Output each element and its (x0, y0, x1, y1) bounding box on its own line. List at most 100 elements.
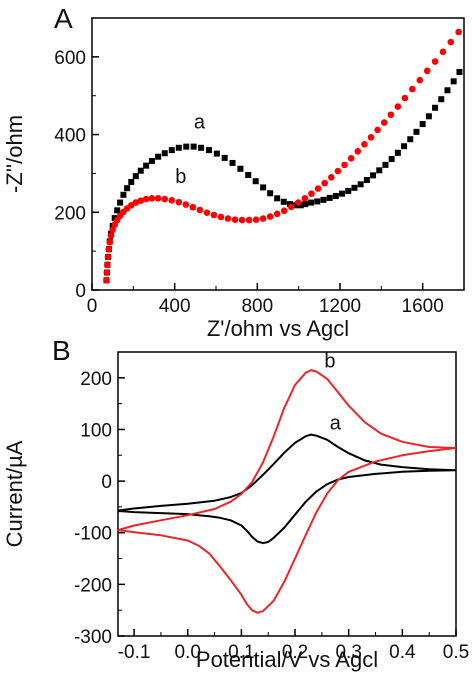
data-point (175, 198, 183, 206)
chart-panel-B: -0.1 0.0 0.1 0.2 0.3 0.4 0.5 -300 -200 -100 0 100 20… (2, 335, 469, 672)
y-tick-label: 200 (54, 203, 86, 224)
data-layer (103, 28, 463, 284)
data-point (363, 177, 370, 184)
data-point (334, 167, 342, 175)
data-point (439, 48, 447, 56)
data-point (332, 192, 339, 199)
y-tick-label: -100 (74, 524, 112, 545)
data-point (394, 149, 401, 156)
data-layer (118, 369, 456, 614)
panel-label: B (52, 335, 71, 366)
data-point (345, 187, 352, 194)
data-point (423, 67, 431, 75)
data-point (260, 184, 267, 191)
data-point (432, 104, 439, 111)
y-tick-label: 0 (101, 472, 112, 493)
data-point (198, 144, 205, 151)
data-point (339, 190, 346, 197)
data-point (308, 190, 315, 197)
data-point (431, 58, 439, 65)
y-tick-label: -300 (74, 627, 112, 648)
data-point (210, 211, 218, 219)
data-point (128, 178, 135, 185)
data-point (175, 144, 182, 151)
x-tick-label: 1200 (319, 296, 361, 317)
data-point (280, 198, 287, 205)
data-point (213, 150, 220, 157)
data-point (259, 215, 267, 222)
data-point (326, 194, 333, 201)
data-point (148, 194, 156, 202)
x-tick-label: -0.1 (118, 642, 151, 663)
series-a (103, 69, 463, 284)
chart-panel-A: 0 400 800 1200 1600 0 200 400 600 Z'/ohm vs Agcl -… (2, 3, 465, 341)
data-point (154, 194, 162, 202)
data-point (416, 76, 424, 84)
y-tick-label: 600 (54, 48, 86, 69)
series-line (118, 433, 456, 545)
data-point (273, 210, 281, 218)
data-point (388, 156, 395, 163)
data-point (444, 87, 451, 94)
x-tick-label: 0.5 (443, 642, 469, 663)
data-point (203, 209, 211, 216)
data-point (407, 136, 414, 143)
data-point (132, 173, 139, 180)
x-tick-label: 0.2 (282, 642, 308, 663)
data-point (109, 226, 116, 234)
data-point (370, 172, 377, 179)
data-point (231, 216, 239, 223)
data-point (302, 201, 309, 208)
data-point (292, 202, 299, 209)
data-point (341, 161, 348, 169)
data-point (245, 216, 253, 224)
data-point (387, 111, 395, 119)
data-point (401, 143, 408, 150)
data-point (321, 179, 329, 187)
series-line (118, 369, 456, 614)
data-point (132, 199, 140, 206)
data-point (124, 185, 131, 192)
data-point (394, 103, 402, 110)
data-point (120, 191, 127, 198)
data-point (168, 196, 176, 204)
data-point (314, 198, 321, 205)
data-point (190, 143, 197, 150)
data-point (182, 201, 190, 208)
data-point (107, 232, 115, 239)
data-point (374, 126, 381, 134)
data-point (419, 121, 426, 128)
data-point (224, 215, 232, 222)
data-point (376, 167, 383, 174)
data-point (347, 154, 355, 162)
y-tick-label: -200 (74, 575, 112, 596)
curve-label: a (194, 112, 206, 134)
data-point (351, 184, 358, 191)
y-tick-label: 200 (80, 369, 112, 390)
x-tick-label: 0.3 (335, 642, 361, 663)
x-tick-label: 0 (87, 296, 98, 317)
plot-frame (91, 17, 465, 291)
data-point (252, 178, 259, 185)
data-point (314, 185, 322, 192)
data-point (143, 162, 150, 169)
data-point (455, 28, 462, 36)
data-point (238, 216, 246, 224)
series-b (103, 28, 462, 284)
data-point (183, 143, 190, 150)
data-point (142, 195, 150, 203)
data-point (103, 261, 111, 269)
y-tick-label: 100 (80, 420, 112, 441)
data-point (114, 207, 121, 214)
data-point (103, 276, 110, 284)
data-point (103, 269, 111, 276)
data-point (301, 194, 309, 202)
x-tick-label: 400 (159, 296, 191, 317)
y-tick-label: 400 (54, 126, 86, 147)
data-point (221, 154, 228, 161)
plot-frame (117, 351, 457, 637)
data-point (217, 213, 225, 221)
data-point (267, 190, 274, 197)
series-b (118, 369, 456, 614)
data-point (104, 253, 112, 261)
